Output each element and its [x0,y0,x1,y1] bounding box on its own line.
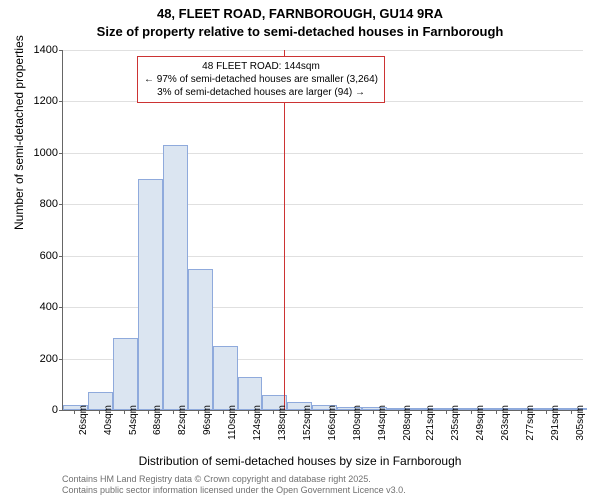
ytick-label: 400 [18,301,58,313]
histogram-bar [188,269,213,410]
ytick-label: 0 [18,404,58,416]
xtick-label: 263sqm [500,405,511,441]
footer-line1: Contains HM Land Registry data © Crown c… [62,474,406,486]
xtick-label: 277sqm [525,405,536,441]
xtick-label: 82sqm [177,405,188,435]
ytick-mark [59,307,63,308]
xtick-label: 194sqm [377,405,388,441]
xtick-mark [173,410,174,414]
annotation-line2: ← 97% of semi-detached houses are smalle… [144,73,378,86]
xtick-mark [298,410,299,414]
xtick-label: 166sqm [327,405,338,441]
annotation-box: 48 FLEET ROAD: 144sqm ← 97% of semi-deta… [137,56,385,103]
xtick-mark [348,410,349,414]
xtick-mark [471,410,472,414]
xtick-mark [248,410,249,414]
xtick-label: 180sqm [352,405,363,441]
histogram-bar [113,338,138,410]
xtick-mark [398,410,399,414]
xtick-label: 235sqm [450,405,461,441]
ytick-mark [59,101,63,102]
xtick-mark [373,410,374,414]
xtick-mark [198,410,199,414]
ytick-mark [59,410,63,411]
xtick-label: 110sqm [227,405,238,440]
histogram-bar [213,346,238,410]
plot-area: 48 FLEET ROAD: 144sqm ← 97% of semi-deta… [62,50,583,411]
xtick-mark [496,410,497,414]
footer-line2: Contains public sector information licen… [62,485,406,497]
xtick-label: 138sqm [277,405,288,441]
ytick-mark [59,256,63,257]
xtick-mark [446,410,447,414]
ytick-label: 1000 [18,147,58,159]
xtick-mark [124,410,125,414]
ytick-label: 1400 [18,44,58,56]
gridline [63,50,583,51]
xtick-label: 124sqm [252,405,263,441]
histogram-bar [163,145,188,410]
ytick-label: 200 [18,353,58,365]
xtick-mark [74,410,75,414]
chart-container: 48, FLEET ROAD, FARNBOROUGH, GU14 9RA Si… [0,0,600,500]
xtick-label: 208sqm [402,405,413,441]
ytick-label: 800 [18,198,58,210]
ytick-label: 1200 [18,95,58,107]
footer: Contains HM Land Registry data © Crown c… [62,474,406,497]
xtick-mark [571,410,572,414]
xtick-label: 68sqm [152,405,163,435]
xtick-label: 305sqm [575,405,586,441]
xtick-mark [99,410,100,414]
xtick-mark [323,410,324,414]
xtick-label: 291sqm [550,405,561,441]
xtick-mark [273,410,274,414]
annotation-line3: 3% of semi-detached houses are larger (9… [144,86,378,99]
xtick-label: 152sqm [302,405,313,441]
xtick-mark [421,410,422,414]
reference-line [284,50,285,410]
ytick-label: 600 [18,250,58,262]
ytick-mark [59,359,63,360]
xtick-label: 221sqm [425,405,436,441]
x-axis-label: Distribution of semi-detached houses by … [0,454,600,468]
ytick-mark [59,204,63,205]
title-main: 48, FLEET ROAD, FARNBOROUGH, GU14 9RA [0,6,600,21]
xtick-label: 26sqm [78,405,89,435]
histogram-bar [138,179,163,410]
xtick-label: 249sqm [475,405,486,441]
title-sub: Size of property relative to semi-detach… [0,24,600,39]
gridline [63,153,583,154]
xtick-mark [148,410,149,414]
xtick-label: 96sqm [202,405,213,435]
xtick-mark [223,410,224,414]
xtick-label: 54sqm [128,405,139,435]
xtick-mark [521,410,522,414]
xtick-mark [546,410,547,414]
ytick-mark [59,50,63,51]
annotation-line1: 48 FLEET ROAD: 144sqm [144,60,378,73]
xtick-label: 40sqm [103,405,114,435]
ytick-mark [59,153,63,154]
